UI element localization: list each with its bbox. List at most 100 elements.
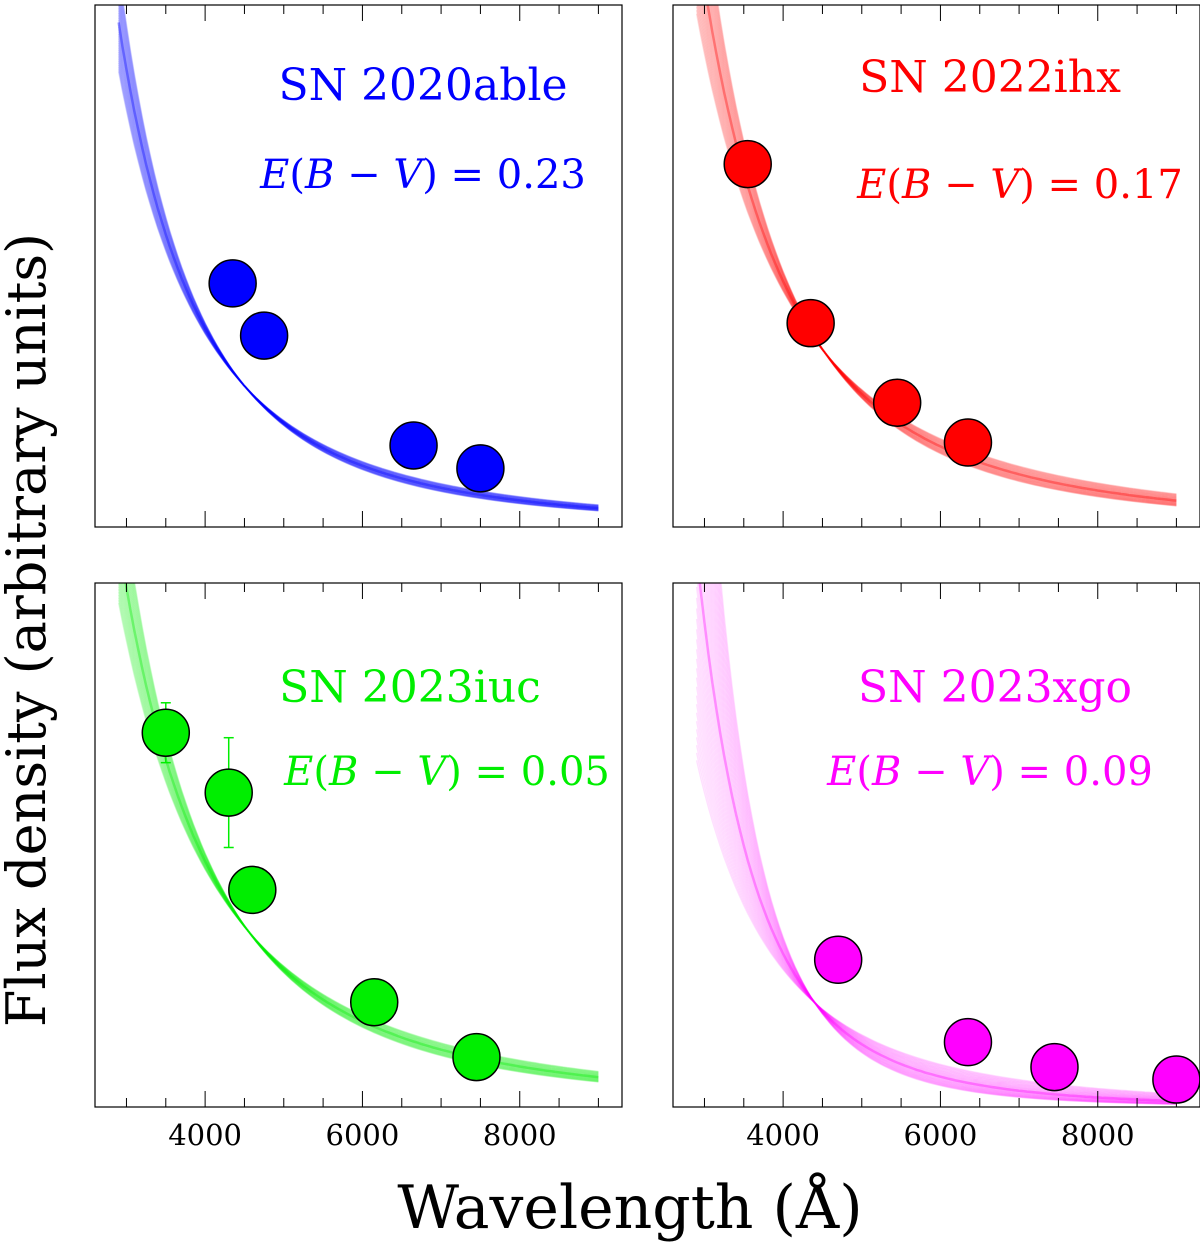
fit-curve [701,583,1177,1103]
fit-curve [695,721,1177,1097]
fit-curve [696,583,1177,1102]
fit-curve [121,5,599,512]
fit-curve [708,5,1177,502]
fit-curve [710,5,1177,503]
data-point [1030,1042,1079,1092]
fit-curve [695,704,1177,1098]
fit-curve [719,583,1177,1105]
panel-4: 4000 6000 8000 SN 2023xgo E(B − V) = 0.09 [672,582,1200,1152]
fit-curve [117,36,599,508]
fit-curve [118,5,599,510]
fit-curve [713,583,1177,1105]
fit-median-curve [698,583,1177,1103]
fit-curve [128,583,599,1080]
fit-curve [117,24,599,509]
fit-curve [714,5,1177,506]
fit-curve [695,677,1177,1099]
ebv-annotation: E(B − V) = 0.05 [283,749,610,795]
fit-curve [120,5,599,511]
fit-curve [717,583,1177,1105]
fit-curve [117,26,599,509]
fit-curve [695,586,1177,1101]
fit-curve [710,583,1177,1104]
fit-curve [127,583,599,1080]
fit-curve [128,583,599,1080]
ebv-annotation: E(B − V) = 0.23 [259,152,586,198]
fit-curve [714,583,1177,1105]
fit-curve [117,17,599,510]
fit-curve [715,5,1177,506]
fit-curve [712,5,1177,505]
y-axis-label: Flux density (arbitrary units) [0,233,58,1027]
fit-curve [709,583,1177,1104]
fit-curve [117,38,599,508]
fit-curve [120,5,599,511]
data-point [786,298,835,348]
fit-curve [117,22,599,509]
fit-curve [127,583,599,1079]
data-point [349,977,399,1027]
fit-curve [117,10,599,510]
fit-curve [117,33,599,509]
panel-3: 4000 6000 8000 SN 2023iuc E(B − V) = 0.05 [94,582,623,1152]
axes-frame [672,4,1200,528]
fit-curve [696,5,1177,496]
fit-curve [708,5,1177,503]
fit-curve [695,10,1177,495]
fit-curve [707,5,1177,502]
fit-curve [130,583,599,1082]
data-point [204,768,253,817]
panel-title: SN 2020able [278,60,567,111]
data-point [141,708,191,757]
fit-curve [117,69,599,506]
fit-curve [117,49,599,508]
fit-curve [705,5,1177,501]
data-point [239,311,289,360]
fit-curve [714,5,1177,506]
fit-curve [120,5,599,511]
fit-curve [700,5,1177,498]
fit-curve [119,5,599,511]
fit-curve [117,45,599,508]
fit-curve [117,56,599,507]
fit-curve [700,583,1177,1102]
fit-curve [717,5,1177,507]
data-point [452,1032,501,1082]
fit-curve [705,583,1177,1103]
fit-curve [117,60,599,507]
fit-curve [695,597,1177,1101]
fit-curve [720,583,1177,1105]
data-point [943,418,993,467]
fit-curve [127,583,599,1080]
fit-curve [695,686,1177,1099]
fit-curve [117,7,599,510]
fit-curve [122,5,599,512]
fit-curve [706,5,1177,501]
data-point [872,378,922,427]
fit-curve [710,5,1177,504]
fit-curve [716,5,1177,507]
fit-curve [118,5,599,511]
fit-curve [698,5,1177,497]
axes-frame [672,582,1200,1108]
fit-curve [711,5,1177,504]
fit-curve [704,5,1177,501]
ebv-annotation: E(B − V) = 0.09 [826,749,1153,795]
data-point [1152,1055,1200,1104]
panel-title: SN 2022ihx [859,52,1121,103]
fit-curve [716,5,1177,507]
fit-curve [695,658,1177,1100]
x-tick-label: 6000 [904,1118,978,1152]
fit-curve [130,583,599,1081]
fit-curves [695,583,1177,1105]
x-tick-label: 4000 [168,1118,242,1152]
data-point [456,444,505,493]
fit-curve [131,583,599,1082]
fit-curve [715,5,1177,506]
fit-curve [702,5,1177,499]
fit-curve [117,58,599,507]
fit-curve [700,5,1177,499]
fit-curves [117,5,599,512]
fit-curve [122,5,599,512]
ebv-annotation: E(B − V) = 0.17 [856,162,1183,208]
